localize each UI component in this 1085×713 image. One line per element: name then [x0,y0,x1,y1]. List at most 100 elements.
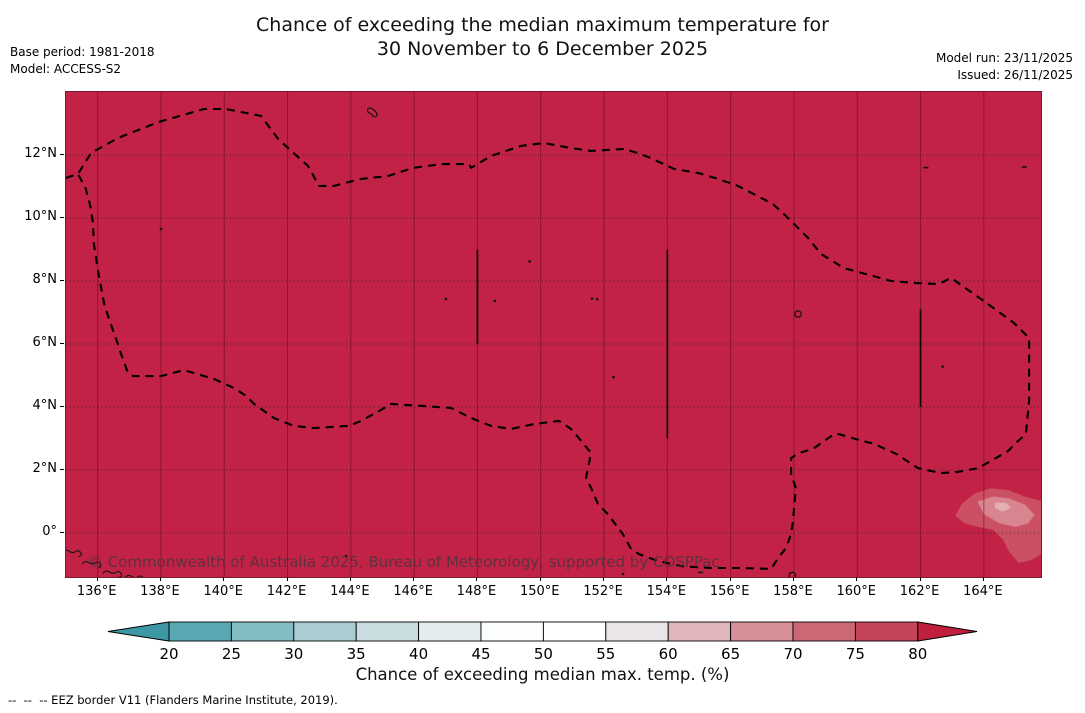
coastline-fragment [102,570,123,577]
chart-title-line2: 30 November to 6 December 2025 [376,38,709,61]
map-plot-area: © Commonwealth of Australia 2025, Bureau… [65,91,1042,578]
x-axis-tick [982,577,984,581]
colorbar-tick-label: 60 [658,645,678,663]
x-axis-tick-label: 154°E [646,584,687,599]
model-run-label: Model run: 23/11/2025 [935,51,1073,65]
island-dot [590,297,594,300]
colorbar-segment [605,621,669,642]
anomaly-patch [994,502,1012,512]
x-axis-tick [856,577,858,581]
x-axis-tick-label: 148°E [456,584,497,599]
x-axis-tick [286,577,288,581]
colorbar-segment [293,621,357,642]
x-axis-tick [96,577,98,581]
island-dot [344,554,348,558]
y-axis-tick-label: 0° [42,524,57,539]
colorbar-segment [230,621,295,642]
colorbar-left-arrow [107,621,170,642]
x-axis-tick-label: 164°E [963,584,1003,599]
model-name-label: Model: ACCESS-S2 [10,62,122,77]
colorbar-label: Chance of exceeding median max. temp. (%… [355,665,730,684]
island-dot [528,260,531,263]
y-axis-tick [60,532,64,533]
island-outline [366,107,378,118]
colorbar-segment [542,621,607,642]
chart-title: Chance of exceeding the median maximum t… [0,13,1085,62]
base-period-label: Base period: 1981-2018 [10,45,155,59]
colorbar-segment [168,621,232,642]
run-info-block: Model run: 23/11/2025 Issued: 26/11/2025 [936,50,1073,85]
colorbar-segment [667,621,732,642]
colorbar-tick-label: 30 [284,645,304,663]
y-axis-tick [60,280,64,281]
x-axis-tick-label: 140°E [203,584,244,599]
atoll-ring [788,571,797,577]
x-axis-tick-label: 150°E [519,584,560,599]
island-dot [621,572,625,576]
island-dot [941,365,945,368]
x-axis-tick-label: 162°E [899,584,940,599]
colorbar-tick-label: 65 [721,645,741,663]
x-axis-tick [603,577,605,581]
island-dot [493,299,497,303]
y-axis-tick-label: 10°N [24,209,57,224]
colorbar-tick-label: 70 [783,645,803,663]
colorbar-segment [480,621,544,642]
x-axis-tick [729,577,731,581]
eez-border-line [66,107,1031,570]
colorbar-canvas [107,621,978,642]
colorbar-segment [792,621,856,642]
colorbar-tick-label: 75 [845,645,865,663]
colorbar-segment [730,621,794,642]
x-axis-tick [919,577,921,581]
colorbar-tick-label: 20 [159,645,179,663]
x-axis-tick [223,577,225,581]
island-dot [612,375,615,379]
anomaly-patch [977,496,1035,527]
coastline-fragment [124,574,144,577]
y-axis-tick-label: 4°N [32,398,58,413]
y-axis-tick [60,343,64,344]
x-axis-tick-label: 136°E [76,584,117,599]
coastline-fragment [81,561,102,569]
x-axis-tick [476,577,478,581]
x-axis-tick [792,577,794,581]
x-axis-tick-label: 152°E [583,584,623,599]
y-axis-tick-label: 2°N [32,461,58,476]
colorbar-tick-label: 25 [221,645,241,663]
island-dash [923,166,929,169]
watermark-text: © Commonwealth of Australia 2025, Bureau… [88,553,720,571]
island-dot [159,227,163,231]
island-dash [1021,166,1027,168]
issued-label: Issued: 26/11/2025 [957,68,1073,83]
colorbar-tick-label: 80 [908,645,928,663]
colorbar-segment [854,621,919,642]
x-axis-tick-label: 138°E [140,584,180,599]
atoll-ring [794,310,802,318]
x-axis-tick-label: 146°E [393,584,433,599]
x-axis-tick-label: 156°E [709,584,750,599]
x-axis-tick-label: 158°E [773,584,813,599]
colorbar-right-arrow [917,621,978,642]
colorbar-segment [418,621,482,642]
y-axis-tick [60,154,64,155]
x-axis-tick [666,577,668,581]
y-axis-tick [60,406,64,407]
colorbar-segment [355,621,420,642]
map-canvas [66,92,1041,577]
colorbar-tick-label: 35 [346,645,366,663]
colorbar-tick-label: 45 [471,645,491,663]
x-axis-tick-label: 144°E [330,584,370,599]
colorbar-tick-label: 55 [596,645,616,663]
island-dot [444,297,448,301]
coastline-fragment [66,549,82,558]
island-dash [698,571,704,574]
x-axis-tick [349,577,351,581]
model-info-block: Base period: 1981-2018 Model: ACCESS-S2 [10,44,155,79]
y-axis-tick-label: 8°N [32,272,58,287]
x-axis-tick-label: 160°E [836,584,877,599]
y-axis-tick-label: 6°N [32,335,58,350]
x-axis-tick [539,577,541,581]
colorbar-tick-label: 50 [533,645,553,663]
